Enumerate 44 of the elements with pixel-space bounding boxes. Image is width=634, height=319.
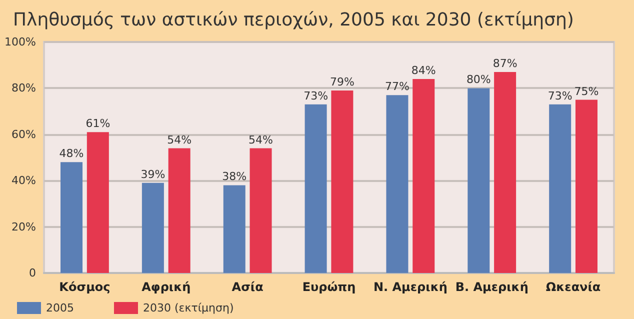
y-tick-label: 0 [29, 266, 36, 280]
bar [331, 90, 354, 273]
bar [412, 78, 435, 273]
data-label: 84% [411, 64, 436, 77]
data-label: 80% [466, 73, 491, 86]
data-label: 73% [304, 89, 328, 102]
x-tick-label: Κόσμος [59, 280, 110, 294]
data-label: 39% [140, 168, 166, 181]
bar [386, 95, 408, 273]
x-tick-label: Αφρική [142, 280, 191, 294]
data-label: 77% [385, 80, 410, 94]
legend-label: 2030 (εκτίμηση) [142, 302, 234, 314]
y-tick-label: 20% [12, 220, 36, 234]
data-label: 54% [248, 133, 273, 146]
y-tick-label: 60% [12, 128, 36, 141]
data-label: 75% [574, 84, 599, 98]
y-tick-label: 40% [12, 174, 36, 188]
bar [494, 72, 516, 273]
bar [223, 185, 246, 273]
bar [468, 88, 490, 273]
bar [86, 132, 109, 273]
chart-title: Πληθυσμός των αστικών περιοχών, 2005 και 2030 (εκτίμηση) [13, 10, 574, 30]
bar [549, 104, 572, 273]
data-label: 73% [548, 89, 572, 102]
bar [142, 182, 164, 273]
data-label: 79% [330, 76, 354, 89]
x-tick-label: Ν. Αμερική [373, 280, 448, 294]
bar [60, 162, 83, 273]
bar [250, 148, 272, 273]
x-tick-label: Β. Αμερική [455, 280, 528, 294]
data-label: 54% [167, 133, 192, 146]
data-label: 87% [492, 57, 518, 70]
x-tick-label: Ασία [232, 280, 264, 294]
x-tick-label: Ωκεανία [546, 280, 601, 294]
legend-label: 2005 [46, 302, 74, 314]
data-label: 61% [86, 117, 110, 130]
x-tick-label: Ευρώπη [302, 280, 356, 294]
bar [575, 100, 598, 273]
y-tick-label: 100% [4, 36, 36, 48]
data-label: 48% [59, 147, 84, 160]
y-tick-label: 80% [12, 82, 36, 95]
bar [304, 104, 327, 273]
bar [168, 148, 190, 273]
data-label: 38% [222, 170, 247, 184]
